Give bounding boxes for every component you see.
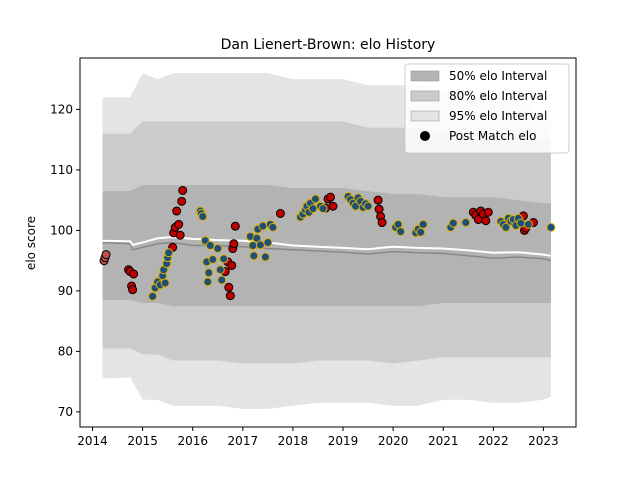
chart-title: Dan Lienert-Brown: elo History	[221, 37, 436, 53]
elo-point-lost	[328, 201, 338, 211]
elo-point-won	[217, 275, 227, 285]
elo-point-won	[461, 218, 471, 228]
elo-point-won	[258, 221, 268, 231]
x-tick-label: 2017	[228, 434, 259, 448]
x-tick-label: 2019	[328, 434, 359, 448]
elo-point-won	[148, 291, 158, 301]
y-tick-label: 110	[50, 163, 73, 177]
elo-point-lost	[374, 204, 384, 214]
elo-point-won	[546, 222, 556, 232]
x-tick-label: 2015	[127, 434, 158, 448]
elo-point-won	[208, 254, 218, 264]
elo-point-won	[204, 268, 214, 278]
y-tick-label: 70	[58, 405, 73, 419]
elo-point-won	[255, 240, 265, 250]
elo-point-won	[448, 218, 458, 228]
elo-point-lost	[227, 260, 237, 270]
elo-point-lost	[178, 185, 188, 195]
legend-label: 80% elo Interval	[449, 89, 547, 103]
plot-area	[99, 73, 556, 409]
axes: 2014 2015 2016 2017 2018 2019 2020 2021 2022 2023…	[50, 57, 577, 448]
band-50	[102, 185, 551, 306]
x-tick-label: 2023	[528, 434, 559, 448]
x-tick-label: 2018	[278, 434, 309, 448]
elo-point-won	[523, 219, 533, 229]
elo-point-lost	[229, 239, 239, 249]
elo-point-won	[215, 265, 225, 275]
elo-point-lost	[128, 285, 138, 295]
elo-point-lost	[175, 230, 185, 240]
elo-point-won	[363, 201, 373, 211]
y-axis-label: elo score	[24, 216, 38, 270]
elo-point-lost	[172, 206, 182, 216]
elo-point-won	[516, 218, 526, 228]
legend-label: Post Match elo	[449, 129, 536, 143]
elo-point-won	[205, 241, 215, 251]
median-line	[102, 241, 552, 262]
elo-point-won	[268, 222, 278, 232]
elo-point-won	[263, 238, 273, 247]
elo-point-won	[396, 227, 406, 237]
x-tick-label: 2021	[428, 434, 459, 448]
legend-box	[404, 63, 570, 154]
mean-line	[102, 236, 552, 257]
elo-point-lost	[225, 291, 235, 301]
legend-marker	[420, 131, 430, 141]
elo-point-won	[310, 194, 320, 204]
elo-point-lost	[481, 216, 491, 226]
elo-point-lost	[174, 219, 184, 229]
elo-point-lost	[377, 218, 387, 228]
legend-swatch	[410, 110, 440, 122]
y-tick-label: 120	[50, 102, 73, 116]
elo-point-won	[418, 219, 428, 229]
elo-point-won	[249, 251, 259, 261]
elo-point-won	[308, 204, 318, 214]
elo-point-won	[164, 248, 174, 258]
elo-point-lost	[129, 269, 139, 279]
x-tick-label: 2020	[378, 434, 409, 448]
elo-point-won	[248, 241, 258, 251]
legend: 50% elo Interval 80% elo Interval 95% elo …	[404, 63, 570, 154]
elo-point-won	[416, 227, 426, 237]
elo-point-won	[318, 204, 328, 214]
elo-point-first	[101, 250, 111, 260]
elo-point-won	[203, 277, 213, 287]
elo-point-lost	[275, 208, 285, 218]
legend-swatch	[410, 90, 440, 102]
elo-point-won	[219, 254, 229, 264]
elo-point-lost	[483, 207, 493, 217]
x-tick-label: 2014	[77, 434, 108, 448]
legend-label: 95% elo Interval	[449, 109, 547, 123]
legend-swatch	[410, 70, 440, 82]
x-tick-label: 2016	[177, 434, 208, 448]
axes-frame	[79, 57, 577, 428]
elo-point-won	[501, 222, 511, 232]
elo-point-lost	[177, 196, 187, 206]
elo-point-lost	[326, 192, 336, 202]
y-tick-label: 100	[50, 223, 73, 237]
elo-point-won	[260, 252, 270, 262]
elo-point-lost	[230, 221, 240, 231]
elo-point-won	[198, 211, 208, 221]
y-tick-label: 80	[58, 344, 73, 358]
elo-point-won	[160, 278, 170, 288]
y-tick-label: 90	[58, 284, 73, 298]
x-tick-label: 2022	[478, 434, 509, 448]
elo-point-won	[213, 244, 223, 254]
elo-point-lost	[224, 282, 234, 292]
legend-label: 50% elo Interval	[449, 69, 547, 83]
elo-point-lost	[373, 195, 383, 205]
